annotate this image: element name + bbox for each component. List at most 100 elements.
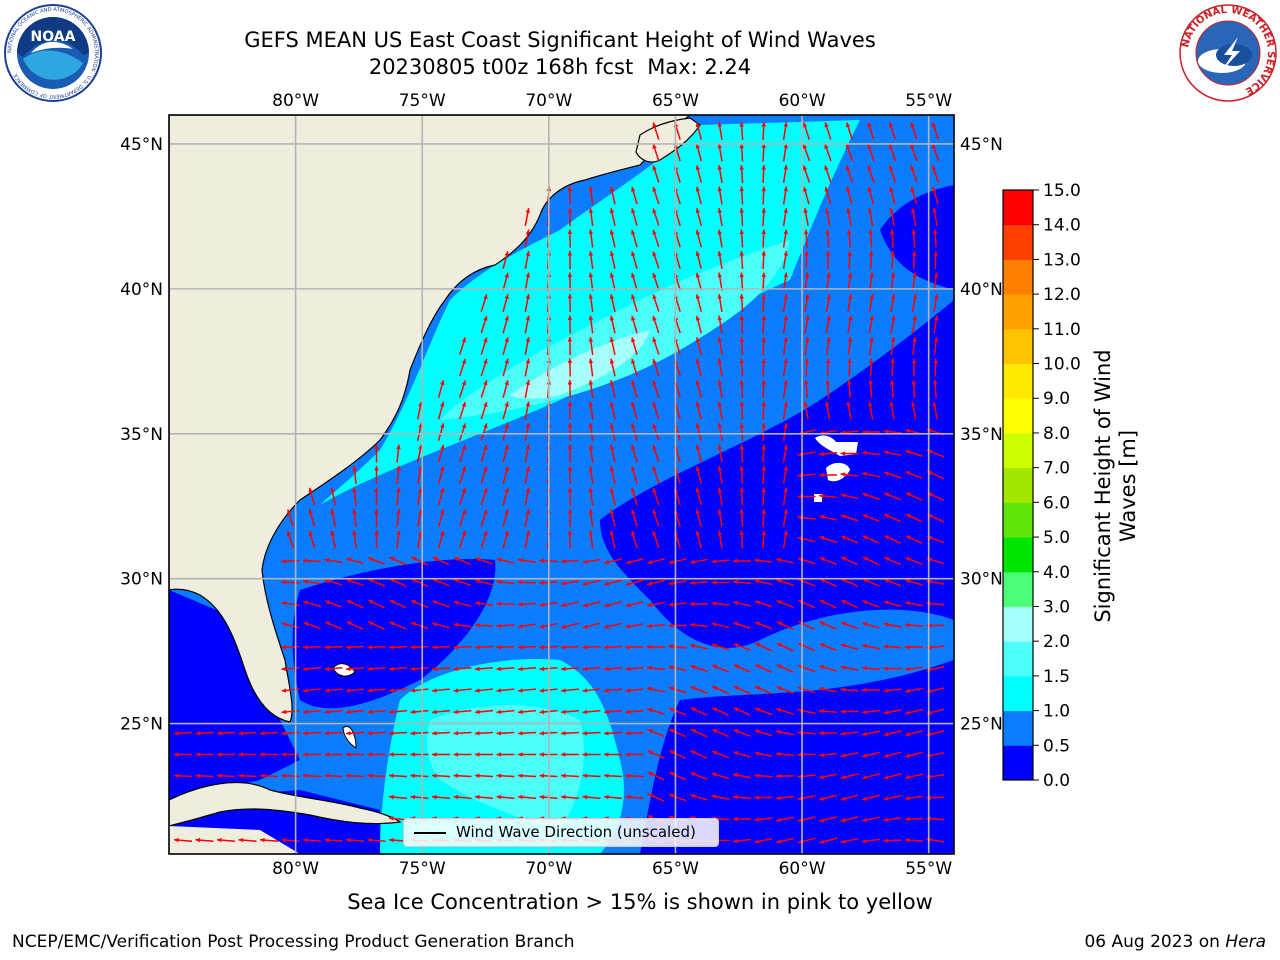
wave-direction-arrow [324, 709, 343, 715]
wave-direction-arrow [818, 752, 838, 758]
wave-direction-arrow [695, 444, 702, 463]
wave-direction-arrow [588, 401, 594, 420]
wave-direction-arrow [396, 530, 401, 549]
wave-direction-arrow [281, 688, 300, 693]
wave-direction-arrow [459, 337, 467, 355]
wave-direction-arrow [883, 688, 902, 693]
wave-direction-arrow [560, 688, 580, 693]
wave-direction-arrow [690, 772, 708, 780]
wave-direction-arrow [308, 509, 316, 527]
wave-direction-arrow [647, 601, 665, 608]
wave-direction-arrow [841, 578, 858, 587]
wave-direction-arrow [889, 208, 895, 226]
wave-direction-arrow [388, 644, 408, 650]
wave-direction-arrow [631, 423, 638, 441]
wave-direction-arrow [330, 530, 337, 549]
lat-tick-left: 45°N [120, 135, 163, 155]
wave-direction-arrow [782, 422, 788, 442]
wave-direction-arrow [819, 556, 837, 566]
wave-direction-arrow [609, 337, 616, 355]
wave-direction-arrow [567, 207, 573, 227]
wave-direction-arrow [825, 379, 830, 399]
wave-direction-arrow [695, 423, 702, 441]
wave-direction-arrow [459, 487, 467, 506]
wave-direction-arrow [609, 294, 616, 312]
wave-direction-arrow [367, 837, 386, 843]
wave-direction-arrow [496, 752, 515, 757]
wave-direction-arrow [847, 358, 852, 377]
wave-direction-arrow [346, 578, 364, 587]
legend-label: Wind Wave Direction (unscaled) [456, 823, 696, 841]
wave-direction-arrow [410, 621, 429, 630]
wave-direction-arrow [652, 229, 660, 248]
wave-direction-arrow [216, 837, 236, 843]
wave-direction-arrow [588, 186, 594, 205]
wave-direction-arrow [739, 121, 744, 141]
wave-direction-arrow [782, 465, 788, 485]
wave-direction-arrow [883, 429, 902, 434]
wave-direction-arrow [819, 578, 837, 587]
wave-direction-arrow [524, 423, 531, 441]
wave-direction-arrow [840, 535, 859, 544]
wave-direction-arrow [502, 423, 509, 441]
wave-direction-arrow [625, 709, 644, 715]
wave-direction-arrow [824, 401, 831, 420]
wave-direction-arrow [374, 487, 379, 506]
wave-direction-arrow [582, 601, 601, 608]
wave-direction-arrow [869, 272, 874, 291]
wave-direction-arrow [524, 401, 531, 420]
colorbar-tick-label: 3.0 [1043, 597, 1070, 617]
wave-direction-arrow [437, 466, 445, 484]
credit-date: 06 Aug 2023 on Hera [1084, 932, 1266, 952]
wave-direction-arrow [345, 688, 365, 693]
wave-direction-arrow [480, 466, 488, 484]
wave-direction-arrow [883, 622, 902, 628]
wave-direction-arrow [517, 580, 537, 585]
wave-direction-arrow [388, 794, 408, 800]
wave-direction-arrow [603, 688, 623, 693]
wave-direction-arrow [905, 687, 923, 694]
wave-direction-arrow [732, 558, 752, 564]
wave-direction-arrow [281, 644, 300, 650]
wave-direction-arrow [711, 559, 730, 564]
wave-direction-arrow [754, 773, 773, 778]
wave-direction-arrow [754, 707, 773, 716]
wave-direction-arrow [826, 336, 831, 356]
wave-direction-arrow [410, 773, 429, 779]
wave-direction-arrow [567, 358, 573, 377]
wave-direction-arrow [717, 143, 723, 162]
wave-direction-arrow [717, 251, 723, 269]
wave-direction-arrow [933, 358, 938, 377]
wave-direction-arrow [502, 466, 509, 484]
wave-direction-arrow [474, 752, 494, 757]
wave-direction-arrow [888, 165, 897, 183]
lon-tick-top: 75°W [399, 91, 446, 111]
wave-direction-arrow [582, 730, 601, 736]
wave-direction-arrow [517, 558, 537, 564]
wave-direction-arrow [567, 186, 573, 205]
wave-direction-arrow [717, 186, 723, 205]
wave-direction-arrow [330, 487, 337, 506]
wave-direction-arrow [496, 773, 515, 779]
wave-direction-arrow [847, 250, 852, 270]
wave-direction-arrow [367, 688, 386, 693]
wave-direction-arrow [281, 558, 300, 564]
wave-direction-arrow [711, 622, 730, 629]
credit-host: Hera [1225, 932, 1266, 952]
colorbar-tick-label: 9.0 [1043, 389, 1070, 409]
wave-direction-arrow [474, 773, 494, 779]
wave-direction-arrow [604, 558, 622, 565]
wave-direction-arrow [884, 535, 901, 544]
map-title: GEFS MEAN US East Coast Significant Heig… [244, 28, 876, 52]
wave-direction-arrow [797, 451, 816, 457]
wave-direction-arrow [732, 838, 752, 844]
wave-direction-arrow [846, 186, 853, 205]
lon-tick-bottom: 75°W [399, 859, 446, 879]
wave-direction-arrow [761, 358, 766, 377]
wave-direction-arrow [845, 165, 854, 183]
wave-direction-arrow [502, 337, 509, 355]
wave-direction-arrow [889, 186, 896, 205]
wave-direction-arrow [819, 621, 837, 630]
wave-direction-arrow [437, 444, 445, 463]
wave-direction-arrow [389, 599, 407, 609]
